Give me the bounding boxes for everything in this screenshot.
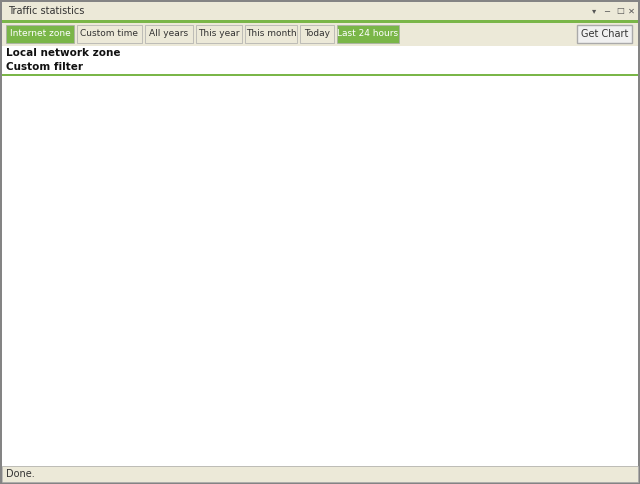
Bar	[2, 74, 638, 76]
Bar	[2, 46, 638, 60]
Text: Traffic statistics: Traffic statistics	[8, 6, 84, 16]
Bar	[190, 414, 205, 464]
Text: Last 24 hours: Last 24 hours	[337, 30, 399, 39]
Bar	[340, 210, 454, 220]
Bar	[380, 422, 394, 464]
Bar	[77, 25, 142, 43]
Bar	[547, 462, 561, 464]
Bar	[60, 210, 135, 220]
Title: Upload (1.40GB): Upload (1.40GB)	[440, 64, 525, 74]
Bar	[60, 228, 287, 238]
Text: ─: ─	[604, 6, 609, 15]
Bar	[60, 156, 66, 166]
Bar	[166, 462, 181, 464]
Bar	[2, 20, 638, 23]
Bar	[2, 23, 638, 45]
Bar	[494, 460, 508, 464]
Bar	[91, 460, 105, 464]
Text: All years: All years	[149, 30, 189, 39]
Text: Done.: Done.	[6, 469, 35, 479]
Text: ✕: ✕	[628, 6, 635, 15]
Bar	[304, 455, 319, 464]
Text: Local network zone: Local network zone	[6, 48, 120, 58]
Bar	[340, 174, 346, 184]
Bar	[356, 271, 371, 464]
Bar	[60, 192, 106, 202]
Text: Custom time: Custom time	[81, 30, 138, 39]
Bar	[300, 25, 334, 43]
Bar	[433, 401, 447, 464]
Bar	[2, 76, 638, 466]
Bar	[60, 138, 68, 148]
Bar	[228, 445, 243, 464]
Title: 9/16/2014 3:45 PM - 9/17/2014 3:45 PM: 9/16/2014 3:45 PM - 9/17/2014 3:45 PM	[227, 241, 448, 250]
Bar	[532, 462, 547, 464]
Bar	[280, 384, 295, 464]
Bar	[2, 60, 638, 74]
Bar	[60, 120, 63, 130]
Text: This month: This month	[246, 30, 296, 39]
Bar	[342, 435, 356, 464]
Bar	[577, 25, 632, 43]
Bar	[76, 452, 91, 464]
Bar	[60, 84, 64, 94]
Text: Get Chart: Get Chart	[581, 29, 628, 39]
Bar	[340, 192, 372, 202]
Text: □: □	[616, 6, 624, 15]
Bar	[2, 466, 638, 482]
Text: Internet zone: Internet zone	[10, 30, 70, 39]
Legend: Download (1.07GB), Upload (1.40GB): Download (1.07GB), Upload (1.40GB)	[514, 258, 621, 287]
Bar	[266, 430, 280, 464]
Bar	[418, 286, 433, 464]
Bar	[60, 102, 63, 112]
Bar	[2, 2, 638, 20]
Bar	[508, 460, 523, 464]
Bar	[114, 460, 129, 464]
Bar	[470, 414, 485, 464]
Text: Custom filter: Custom filter	[6, 62, 83, 72]
Bar	[340, 156, 342, 166]
Text: This year: This year	[198, 30, 240, 39]
Bar	[129, 462, 143, 464]
Bar	[337, 25, 399, 43]
Bar	[243, 408, 257, 464]
Bar	[319, 397, 333, 464]
Bar	[245, 25, 297, 43]
Bar	[60, 174, 92, 184]
Bar	[394, 403, 409, 464]
Bar	[6, 25, 74, 43]
Title: Download (1.07GB): Download (1.07GB)	[134, 64, 236, 74]
Bar	[145, 25, 193, 43]
Bar	[196, 25, 242, 43]
Bar	[152, 424, 166, 464]
Text: ▾: ▾	[592, 6, 596, 15]
Bar	[205, 462, 219, 464]
Bar	[456, 439, 470, 464]
Bar	[340, 228, 619, 238]
Text: Today: Today	[304, 30, 330, 39]
